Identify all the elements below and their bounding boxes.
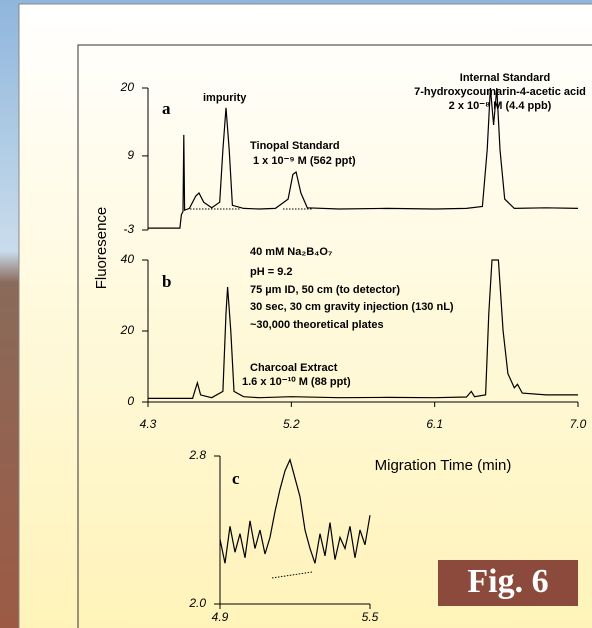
figure-label: Fig. 6 <box>467 563 548 600</box>
card <box>18 3 592 628</box>
x-tick-label: 4.9 <box>212 610 229 624</box>
panel-label: c <box>232 469 240 488</box>
x-tick-label: 6.1 <box>426 417 443 431</box>
y-tick-label: 0 <box>127 394 134 408</box>
annotation: 7-hydroxycoumarin-4-acetic acid <box>414 86 586 98</box>
annotation: 1.6 x 10⁻¹⁰ M (88 ppt) <box>242 376 351 388</box>
figure-badge <box>438 560 578 606</box>
annotation: 30 sec, 30 cm gravity injection (130 nL) <box>250 301 454 313</box>
x-axis-label: Migration Time (min) <box>375 457 512 474</box>
y-tick-label: 40 <box>121 252 135 266</box>
frame <box>77 44 592 628</box>
annotation: 75 µm ID, 50 cm (to detector) <box>250 284 400 296</box>
trace <box>219 457 371 564</box>
y-tick-label: 9 <box>127 148 134 162</box>
y-tick-label: 20 <box>120 323 135 337</box>
panel-label: a <box>162 99 171 118</box>
x-tick-label: 4.3 <box>140 417 157 431</box>
panel-label: b <box>162 272 171 291</box>
y-tick-label: -3 <box>123 222 134 236</box>
annotation: Charcoal Extract <box>250 362 338 374</box>
annotation: impurity <box>203 92 247 104</box>
plots: -3 9 20 0 20 40 4.3 5.2 6.1 7.0 2.0 2.8 4.9 5.5 <box>120 80 587 624</box>
annotation: ~30,000 theoretical plates <box>250 319 384 331</box>
x-tick-label: 5.5 <box>362 610 379 624</box>
annotation: 1 x 10⁻⁹ M (562 ppt) <box>253 155 356 167</box>
annotation: Internal Standard <box>460 72 550 84</box>
annotation: pH = 9.2 <box>250 266 293 278</box>
annotation: 2 x 10⁻⁸ M (4.4 ppb) <box>449 100 552 112</box>
trace <box>148 259 578 399</box>
y-tick-label: 2.0 <box>188 596 206 610</box>
x-tick-label: 5.2 <box>283 417 300 431</box>
y-tick-label: 2.8 <box>188 448 206 462</box>
annotation: 40 mM Na₂B₄O₇ <box>250 246 332 258</box>
x-tick-label: 7.0 <box>570 417 587 431</box>
annotation: Tinopal Standard <box>250 140 340 152</box>
trace <box>148 87 579 229</box>
y-tick-label: 20 <box>120 80 135 94</box>
y-axis-label: Fluoresence <box>93 207 110 290</box>
baseline <box>271 571 313 579</box>
